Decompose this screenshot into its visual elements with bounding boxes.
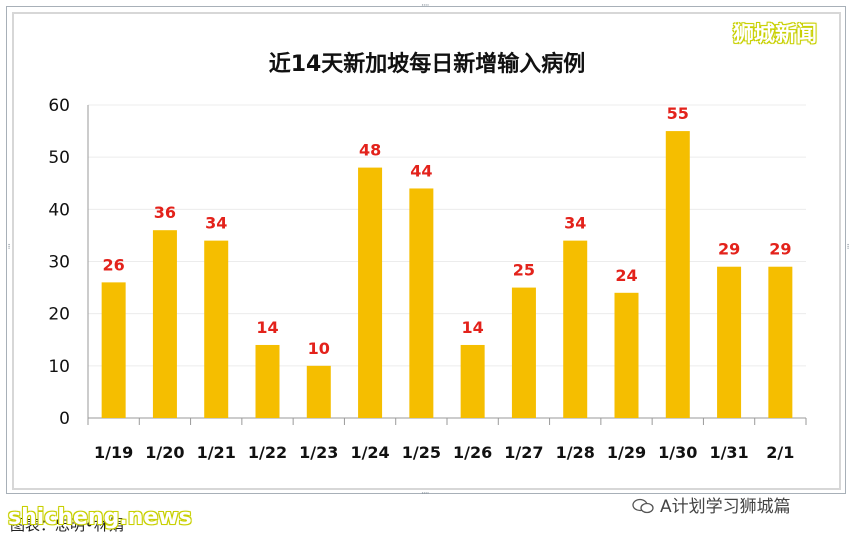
x-tick-label: 1/31 — [709, 443, 748, 462]
x-tick-label: 1/30 — [658, 443, 697, 462]
data-label: 24 — [615, 266, 637, 285]
image-frame: ···· ···· ··· ··· — [3, 2, 852, 499]
y-tick-label: 10 — [48, 357, 70, 377]
x-tick-label: 1/28 — [556, 443, 595, 462]
x-tick-label: 1/26 — [453, 443, 492, 462]
data-label: 26 — [103, 255, 125, 274]
bar — [255, 344, 280, 418]
y-tick-label: 50 — [48, 148, 70, 168]
x-tick-label: 1/25 — [402, 443, 441, 462]
data-label: 29 — [718, 240, 740, 259]
bar — [768, 266, 793, 418]
data-label: 25 — [513, 261, 535, 280]
x-tick-label: 1/20 — [145, 443, 184, 462]
resize-handle-top[interactable]: ···· — [421, 1, 430, 11]
chat-bubbles-icon — [632, 498, 654, 514]
y-tick-label: 60 — [48, 96, 70, 116]
x-tick-label: 1/29 — [607, 443, 646, 462]
bar — [665, 131, 690, 419]
bar — [306, 365, 331, 418]
data-label: 36 — [154, 203, 176, 222]
x-tick-label: 1/19 — [94, 443, 133, 462]
resize-handle-left[interactable]: ··· — [3, 243, 13, 249]
data-label: 29 — [769, 240, 791, 259]
data-label: 14 — [256, 318, 278, 337]
y-tick-label: 30 — [48, 253, 70, 273]
chart-source: 图表：忠明•林娟 — [10, 516, 124, 534]
data-label: 48 — [359, 141, 381, 160]
bar — [563, 240, 588, 418]
bar — [152, 230, 177, 418]
data-label: 34 — [205, 214, 227, 233]
account-name: A计划学习狮城篇 — [660, 497, 791, 517]
data-label: 14 — [462, 318, 484, 337]
y-tick-label: 40 — [48, 200, 70, 220]
y-tick-label: 20 — [48, 305, 70, 325]
resize-handle-bottom[interactable]: ···· — [421, 489, 430, 499]
x-tick-label: 1/24 — [350, 443, 389, 462]
x-tick-label: 1/27 — [504, 443, 543, 462]
y-tick-label: 0 — [59, 409, 70, 429]
bar — [460, 344, 485, 418]
bar — [511, 287, 536, 418]
bar — [614, 292, 639, 418]
x-tick-label: 1/23 — [299, 443, 338, 462]
chart-title: 近14天新加坡每日新增输入病例 — [268, 52, 586, 77]
bar — [101, 282, 126, 418]
data-label: 55 — [667, 104, 689, 123]
bar — [717, 266, 742, 418]
resize-handle-right[interactable]: ··· — [842, 243, 852, 249]
watermark-logo-text: 狮城新闻 — [733, 22, 817, 46]
account-badge: A计划学习狮城篇 — [632, 492, 791, 517]
x-tick-label: 2/1 — [766, 443, 794, 462]
data-label: 34 — [564, 214, 586, 233]
watermark-site: shicheng.news — [8, 505, 192, 530]
x-tick-label: 1/21 — [197, 443, 236, 462]
bar — [204, 240, 229, 418]
bar — [409, 188, 434, 418]
data-label: 44 — [410, 161, 432, 180]
data-label: 10 — [308, 339, 330, 358]
bar — [358, 167, 383, 418]
x-tick-label: 1/22 — [248, 443, 287, 462]
